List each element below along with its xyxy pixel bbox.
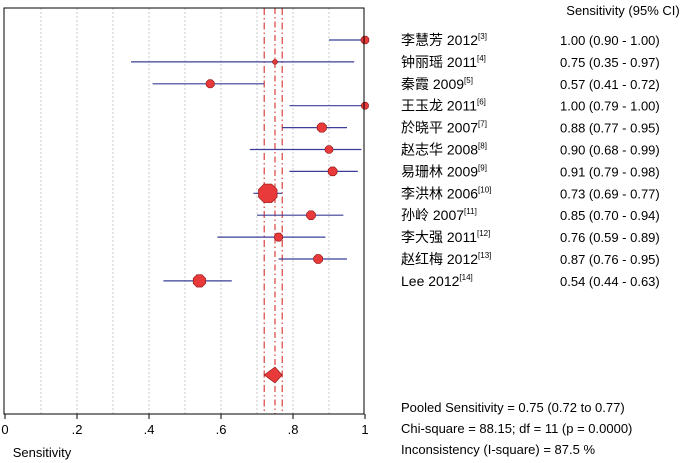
study-label: 王玉龙 2011[6] [401, 98, 486, 114]
study-ci-text: 0.54 (0.44 - 0.63) [560, 274, 660, 289]
x-tick-label: 0 [1, 422, 8, 437]
study-ci-text: 1.00 (0.79 - 1.00) [560, 99, 660, 114]
study-name: 孙岭 2007 [401, 207, 464, 223]
grid-lines [40, 8, 330, 414]
study-reference: [12] [477, 229, 490, 238]
study-marker [360, 35, 370, 45]
study-name: 王玉龙 2011 [401, 98, 477, 114]
study-label: 李洪林 2006[10] [401, 185, 491, 201]
study-ci-text: 0.76 (0.59 - 0.89) [560, 230, 660, 245]
study-name: 李慧芳 2012 [401, 32, 478, 48]
study-reference: [5] [464, 76, 473, 85]
study-marker [192, 274, 206, 288]
study-marker [258, 183, 278, 203]
study-label: 孙岭 2007[11] [401, 207, 477, 223]
study-label: 易珊林 2009[9] [401, 163, 487, 179]
study-reference: [9] [478, 163, 487, 172]
study-name: 钟丽瑶 2011 [401, 54, 477, 70]
study-reference: [10] [478, 185, 491, 194]
study-reference: [8] [478, 142, 487, 151]
study-reference: [3] [478, 32, 487, 41]
pooled-estimate-lines [263, 8, 283, 414]
study-name: Lee 2012 [401, 273, 460, 289]
study-name: 李洪林 2006 [401, 185, 478, 201]
study-marker [272, 59, 278, 65]
study-labels: 李慧芳 2012[3] 1.00 (0.90 - 1.00) 钟丽瑶 2011[4]… [401, 32, 660, 289]
x-tick-label: 1 [361, 422, 368, 437]
summary-stat-line: Inconsistency (I-square) = 87.5 % [401, 442, 595, 457]
study-ci-text: 0.57 (0.41 - 0.72) [560, 77, 660, 92]
study-ci-text: 0.87 (0.76 - 0.95) [560, 252, 660, 267]
ci-column-header: Sensitivity (95% CI) [566, 3, 679, 18]
study-reference: [13] [478, 251, 491, 260]
study-ci-text: 0.85 (0.70 - 0.94) [560, 208, 660, 223]
pooled-diamond [263, 366, 283, 384]
study-name: 易珊林 2009 [401, 163, 478, 179]
study-ci-text: 0.73 (0.69 - 0.77) [560, 186, 660, 201]
x-tick-label: .2 [72, 422, 83, 437]
study-label: 赵志华 2008[8] [401, 142, 487, 158]
study-marker [306, 210, 316, 220]
study-ci-text: 0.88 (0.77 - 0.95) [560, 121, 660, 136]
study-marker [274, 232, 283, 242]
study-reference: [4] [477, 54, 486, 63]
study-reference: [6] [477, 98, 486, 107]
study-marker [361, 101, 369, 110]
study-name: 李大强 2011 [401, 229, 477, 245]
study-reference: [11] [464, 207, 477, 216]
study-ci-text: 0.90 (0.68 - 0.99) [560, 143, 660, 158]
x-tick-label: .6 [216, 422, 227, 437]
study-markers [192, 35, 370, 384]
study-marker [327, 166, 338, 177]
study-label: 秦霞 2009[5] [401, 76, 473, 92]
study-reference: [7] [478, 120, 487, 129]
x-tick-label: .8 [288, 422, 299, 437]
study-marker [313, 254, 323, 264]
study-marker [205, 79, 215, 89]
x-tick-label: .4 [144, 422, 155, 437]
summary-statistics: Pooled Sensitivity = 0.75 (0.72 to 0.77)… [401, 400, 632, 457]
study-marker [316, 122, 327, 133]
study-name: 赵红梅 2012 [401, 251, 478, 267]
study-label: 李慧芳 2012[3] [401, 32, 487, 48]
confidence-intervals [131, 39, 365, 282]
summary-stat-line: Pooled Sensitivity = 0.75 (0.72 to 0.77) [401, 400, 625, 415]
study-label: 赵红梅 2012[13] [401, 251, 491, 267]
study-marker [324, 145, 334, 154]
study-reference: [14] [459, 273, 472, 282]
study-label: 李大强 2011[12] [401, 229, 490, 245]
study-label: Lee 2012[14] [401, 273, 473, 289]
study-ci-text: 0.91 (0.79 - 0.98) [560, 164, 660, 179]
study-ci-text: 1.00 (0.90 - 1.00) [560, 33, 660, 48]
study-label: 钟丽瑶 2011[4] [401, 54, 486, 70]
study-name: 秦霞 2009 [401, 76, 464, 92]
study-ci-text: 0.75 (0.35 - 0.97) [560, 55, 660, 70]
study-name: 赵志华 2008 [401, 142, 478, 158]
plot-frame [3, 7, 365, 415]
x-axis-ticks: 0 .2 .4 .6 .8 1 [1, 414, 369, 437]
x-axis-label: Sensitivity [13, 445, 72, 460]
summary-stat-line: Chi-square = 88.15; df = 11 (p = 0.0000) [401, 421, 632, 436]
study-label: 於晓平 2007[7] [401, 120, 487, 136]
study-name: 於晓平 2007 [401, 120, 478, 136]
